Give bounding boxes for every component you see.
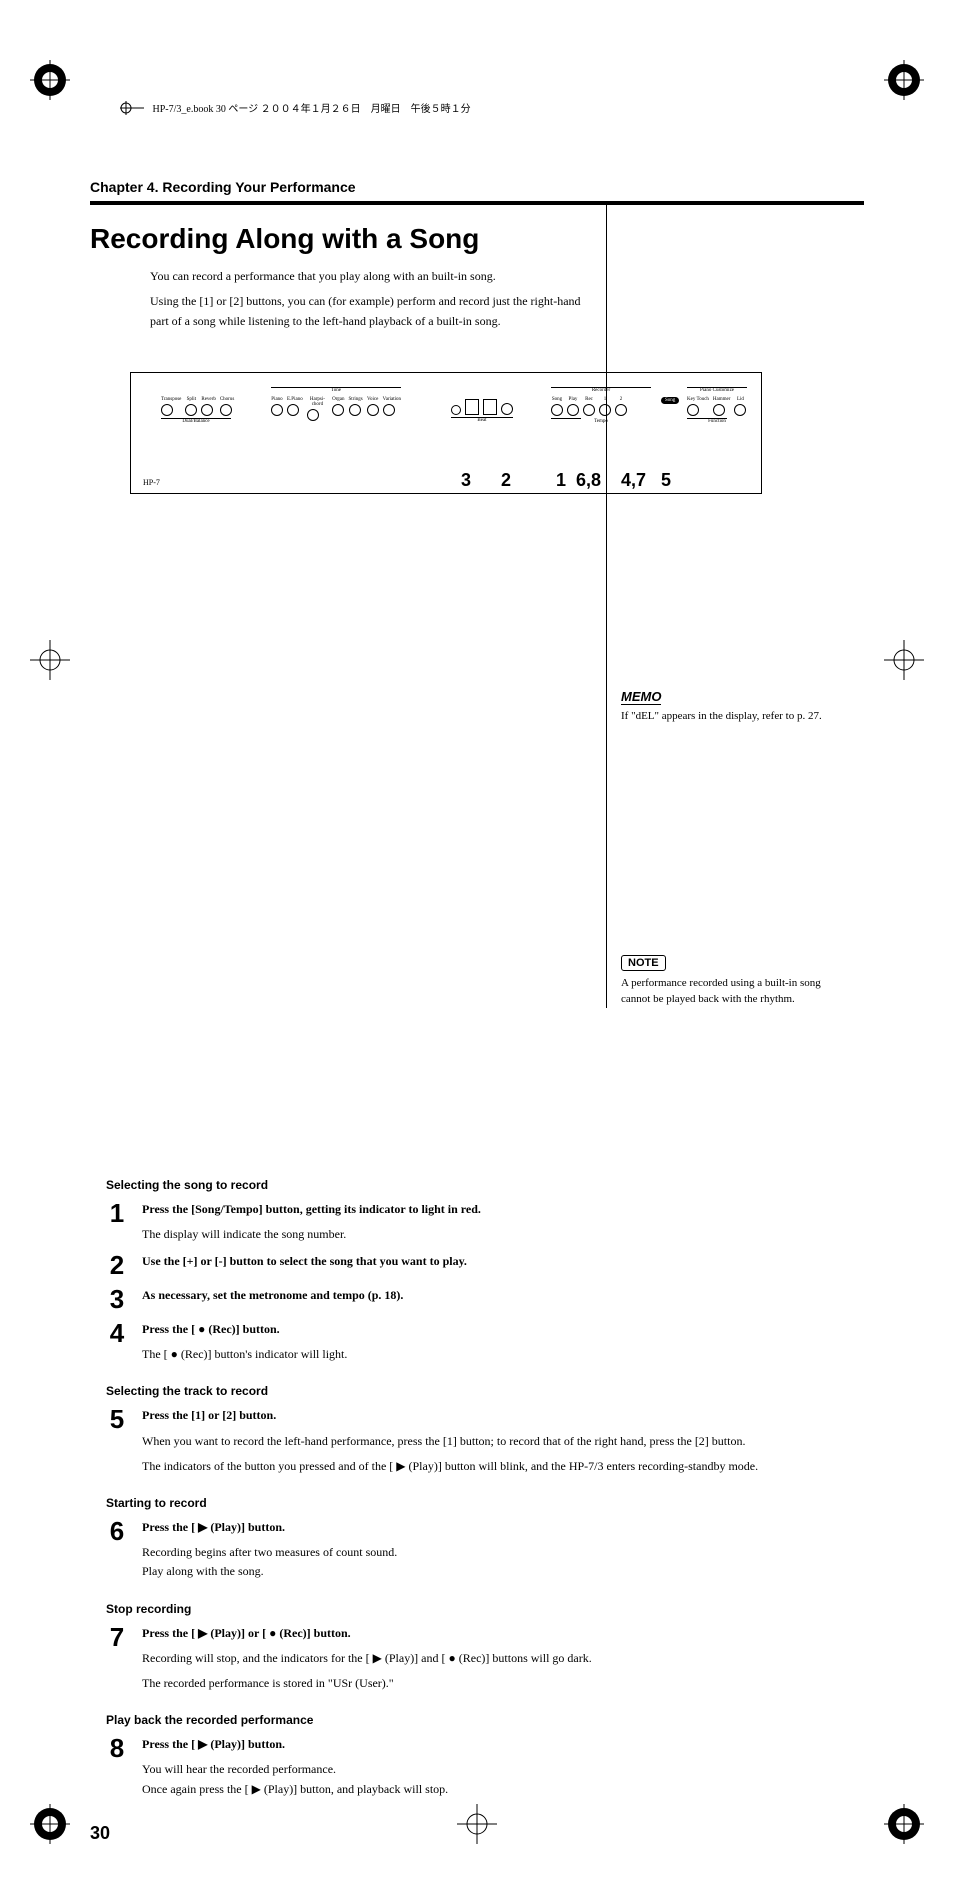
step-number: 3 [106,1286,128,1312]
step-detail: Recording begins after two measures of c… [142,1543,864,1562]
step-instruction: Press the [ ● (Rec)] button. [142,1322,280,1336]
intro-paragraph: You can record a performance that you pl… [150,267,590,286]
step-detail: The display will indicate the song numbe… [142,1225,864,1244]
step-number: 8 [106,1735,128,1799]
step-detail: The recorded performance is stored in "U… [142,1674,864,1693]
note-callout: NOTE A performance recorded using a buil… [621,955,837,1008]
step-number: 1 [106,1200,128,1244]
header-text: HP-7/3_e.book 30 ページ ２００４年１月２６日 月曜日 午後５時… [153,104,471,115]
play-icon: ▶ [198,1520,207,1534]
step-number: 5 [106,1406,128,1476]
step-detail: The [ ● (Rec)] button's indicator will l… [142,1345,864,1364]
record-icon: ● [449,1651,456,1665]
note-label: NOTE [621,955,666,971]
play-icon: ▶ [252,1782,261,1796]
memo-label: MEMO [621,689,661,705]
diagram-step-ref: 2 [501,470,511,491]
step-number: 6 [106,1518,128,1582]
model-label: HP-7 [143,478,160,487]
memo-text: If "dEL" appears in the display, refer t… [621,708,837,725]
step-instruction: Press the [ ▶ (Play)] button. [142,1737,285,1751]
step-number: 2 [106,1252,128,1278]
step-instruction: Press the [ ▶ (Play)] or [ ● (Rec)] butt… [142,1626,351,1640]
step-detail: You will hear the recorded performance. [142,1760,864,1779]
page-title: Recording Along with a Song [90,223,590,255]
diagram-step-ref: 6,8 [576,470,601,491]
section-heading: Stop recording [106,1602,864,1616]
diagram-step-ref: 5 [661,470,671,491]
diagram-step-ref: 1 [556,470,566,491]
step-instruction: Press the [Song/Tempo] button, getting i… [142,1202,481,1216]
step-detail: Recording will stop, and the indicators … [142,1649,864,1668]
step-detail: When you want to record the left-hand pe… [142,1432,864,1451]
diagram-step-ref: 3 [461,470,471,491]
play-icon: ▶ [373,1651,382,1665]
step-instruction: As necessary, set the metronome and temp… [142,1288,403,1302]
panel-diagram: HP-7 Transpose Split Reverb Chorus Dual/… [130,372,762,494]
step-number: 4 [106,1320,128,1364]
step-instruction: Use the [+] or [-] button to select the … [142,1254,467,1268]
play-icon: ▶ [198,1626,207,1640]
page-number: 30 [90,1823,864,1844]
diagram-step-ref: 4,7 [621,470,646,491]
section-heading: Play back the recorded performance [106,1713,864,1727]
step-detail: The indicators of the button you pressed… [142,1457,864,1476]
note-text: A performance recorded using a built-in … [621,975,837,1008]
book-header: HP-7/3_e.book 30 ページ ２００４年１月２６日 月曜日 午後５時… [120,100,864,119]
play-icon: ▶ [198,1737,207,1751]
step-number: 7 [106,1624,128,1694]
section-heading: Starting to record [106,1496,864,1510]
register-mark-icon [120,100,144,119]
memo-callout: MEMO If "dEL" appears in the display, re… [621,689,837,725]
record-icon: ● [269,1626,276,1640]
intro-paragraph: Using the [1] or [2] buttons, you can (f… [150,292,590,330]
step-detail: Once again press the [ ▶ (Play)] button,… [142,1780,864,1799]
record-icon: ● [171,1347,178,1361]
section-heading: Selecting the track to record [106,1384,864,1398]
step-detail: Play along with the song. [142,1562,864,1581]
step-instruction: Press the [ ▶ (Play)] button. [142,1520,285,1534]
chapter-title: Chapter 4. Recording Your Performance [90,179,864,195]
step-instruction: Press the [1] or [2] button. [142,1408,276,1422]
section-heading: Selecting the song to record [106,1178,864,1192]
play-icon: ▶ [396,1459,405,1473]
